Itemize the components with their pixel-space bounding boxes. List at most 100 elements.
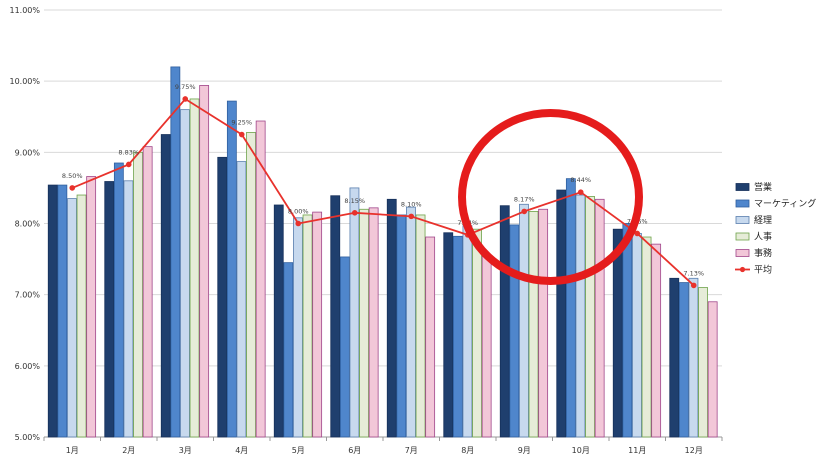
- bar-事務-3月: [199, 85, 210, 438]
- x-tick-label: 5月: [292, 446, 305, 455]
- y-tick-label: 11.00%: [9, 6, 40, 15]
- bar-経理-7月: [406, 206, 416, 438]
- bar-営業-10月: [556, 189, 567, 438]
- data-label-6月: 8.15%: [344, 197, 365, 205]
- legend-label-平均: 平均: [754, 264, 772, 276]
- bar-営業-5月: [273, 204, 284, 438]
- gridlines: [44, 9, 722, 438]
- bar-事務-2月: [142, 146, 153, 438]
- point-平均-4月: [238, 131, 245, 138]
- bar-マーケティング-7月: [396, 214, 407, 438]
- legend-label-マーケティング: マーケティング: [754, 198, 816, 210]
- bar-事務-5月: [312, 211, 323, 438]
- bar-営業-8月: [443, 232, 454, 438]
- bar-人事-10月: [585, 196, 595, 438]
- bar-事務-11月: [651, 243, 662, 438]
- bar-営業-7月: [386, 198, 397, 438]
- point-平均-5月: [295, 220, 302, 227]
- bar-マーケティング-10月: [565, 178, 576, 438]
- x-tick-label: 12月: [685, 446, 703, 455]
- x-tick-label: 1月: [66, 446, 79, 455]
- x-tick-label: 2月: [122, 446, 135, 455]
- legend-swatch-営業: [735, 183, 750, 191]
- bar-事務-10月: [594, 198, 605, 438]
- bar-人事-11月: [641, 236, 652, 438]
- bar-人事-8月: [472, 228, 482, 438]
- bar-事務-1月: [86, 176, 97, 438]
- point-平均-6月: [351, 210, 358, 216]
- bar-経理-8月: [462, 225, 473, 438]
- bar-営業-1月: [47, 184, 58, 438]
- bar-経理-3月: [180, 109, 190, 438]
- bar-事務-4月: [255, 120, 266, 438]
- data-label-1月: 8.50%: [62, 172, 83, 180]
- bar-マーケティング-12月: [678, 282, 689, 438]
- bar-マーケティング-9月: [509, 224, 520, 438]
- data-labels: 8.50%8.83%9.75%9.25%8.00%8.15% 8.10%7.84%…: [62, 83, 704, 277]
- legend-label-人事: 人事: [754, 231, 772, 243]
- highlight-ellipse: [458, 109, 643, 285]
- legend-label-経理: 経理: [754, 214, 772, 226]
- x-tick-label: 6月: [348, 446, 361, 455]
- data-label-2月: 8.83%: [118, 148, 139, 156]
- bar-営業-12月: [669, 277, 680, 438]
- bar-事務-6月: [368, 207, 379, 438]
- bar-マーケティング-5月: [283, 262, 294, 438]
- bar-経理-10月: [575, 194, 586, 438]
- legend-swatch-人事: [735, 232, 750, 241]
- bar-営業-3月: [160, 134, 171, 438]
- x-tick-label: 4月: [235, 446, 248, 455]
- y-tick-label: 8.00%: [15, 220, 41, 229]
- y-tick-label: 10.00%: [9, 77, 40, 86]
- point-平均-10月: [577, 189, 584, 195]
- bar-マーケティング-11月: [622, 223, 633, 438]
- bar-人事-2月: [133, 151, 143, 438]
- x-tick-label: 3月: [179, 446, 192, 455]
- annotations: [458, 109, 643, 285]
- legend-swatch-事務: [735, 249, 750, 257]
- legend-label-事務: 事務: [754, 247, 772, 259]
- bar-人事-5月: [302, 214, 313, 438]
- bar-人事-7月: [415, 214, 426, 438]
- bar-経理-2月: [123, 180, 134, 438]
- y-tick-label: 5.00%: [15, 433, 41, 442]
- data-label-3月: 9.75%: [175, 83, 196, 91]
- bar-マーケティング-1月: [57, 184, 68, 438]
- bar-営業-4月: [217, 156, 228, 438]
- data-label-10月: 8.44%: [570, 176, 591, 184]
- x-tick-label: 9月: [518, 446, 531, 455]
- bar-事務-8月: [481, 255, 492, 438]
- bar-経理-6月: [349, 187, 360, 438]
- point-平均-11月: [634, 230, 641, 237]
- bar-経理-9月: [519, 203, 529, 438]
- x-tick-label: 10月: [572, 446, 590, 455]
- point-平均-1月: [69, 185, 76, 191]
- data-label-9月: 8.17%: [514, 195, 535, 203]
- bar-人事-4月: [246, 132, 256, 438]
- legend-marker-平均: [739, 266, 746, 273]
- bar-人事-1月: [76, 194, 87, 438]
- y-tick-label: 9.00%: [15, 148, 41, 157]
- bar-事務-12月: [707, 301, 718, 438]
- bar-経理-1月: [67, 198, 77, 438]
- bars: [47, 66, 718, 438]
- x-tick-label: 7月: [405, 446, 418, 455]
- legend-swatch-マーケティング: [735, 199, 750, 208]
- bar-事務-9月: [538, 208, 549, 438]
- bar-経理-11月: [632, 233, 642, 438]
- data-label-5月: 8.00%: [288, 208, 309, 216]
- bar-経理-12月: [688, 277, 699, 438]
- x-tick-label: 8月: [461, 446, 474, 455]
- line-平均: [71, 97, 695, 287]
- bar-事務-7月: [425, 236, 436, 438]
- bar-人事-9月: [528, 210, 539, 438]
- y-tick-label: 7.00%: [15, 291, 41, 300]
- bar-営業-2月: [104, 181, 115, 438]
- bar-営業-9月: [499, 205, 510, 438]
- bar-人事-3月: [189, 98, 200, 438]
- bar-マーケティング-2月: [113, 162, 124, 438]
- legend-swatch-経理: [735, 216, 750, 224]
- bar-営業-11月: [612, 228, 623, 438]
